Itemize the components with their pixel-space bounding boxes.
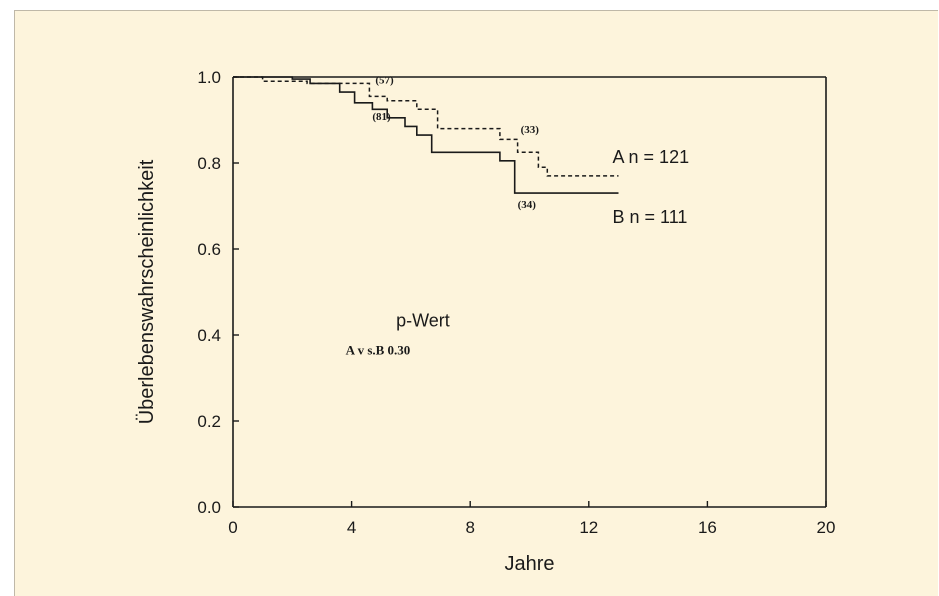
series-group <box>233 76 619 194</box>
annotation-6: p-Wert <box>396 310 450 330</box>
y-ticks: 0.0 0.2 0.4 0.6 0.8 1.0 <box>197 68 239 517</box>
annotation-2: (81) <box>372 111 391 123</box>
figure-panel <box>14 10 938 596</box>
annotation-1: (33) <box>521 124 540 136</box>
annotation-7: A v s.B 0.30 <box>346 342 411 357</box>
y-tick-label: 0.2 <box>197 412 221 431</box>
x-tick-label: 12 <box>579 518 598 537</box>
axes-group <box>232 76 827 508</box>
annotation-0: (57) <box>375 74 394 86</box>
annotations-group: (57) (33) (81) (34) A n = 121 B n = 111 p-Wert… <box>346 74 689 357</box>
annotation-3: (34) <box>518 199 537 211</box>
x-tick-label: 0 <box>228 518 237 537</box>
y-axis-label: Überlebenswahrscheinlichkeit <box>136 159 158 424</box>
series-b-curve <box>233 76 619 194</box>
x-axis-label: Jahre <box>504 553 554 575</box>
y-tick-label: 0.8 <box>197 154 221 173</box>
x-tick-label: 4 <box>347 518 356 537</box>
y-tick-label: 1.0 <box>197 68 221 87</box>
annotation-4: A n = 121 <box>613 147 690 167</box>
y-tick-label: 0.4 <box>197 326 221 345</box>
y-tick-label: 0.0 <box>197 498 221 517</box>
x-ticks: 0 4 8 12 16 20 <box>228 501 835 537</box>
x-tick-label: 8 <box>465 518 474 537</box>
series-a-curve <box>233 76 619 177</box>
x-tick-label: 20 <box>817 518 836 537</box>
x-tick-label: 16 <box>698 518 717 537</box>
annotation-5: B n = 111 <box>613 207 688 227</box>
y-tick-label: 0.6 <box>197 240 221 259</box>
